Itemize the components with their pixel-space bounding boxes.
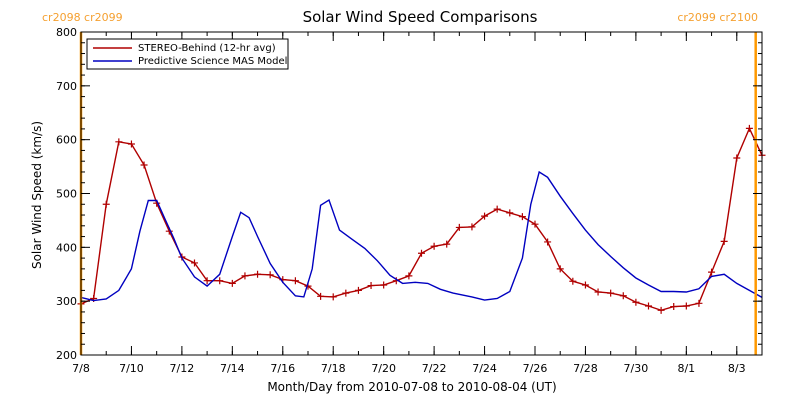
data-point-marker bbox=[140, 161, 148, 169]
data-point-marker bbox=[430, 242, 438, 250]
data-point-marker bbox=[241, 272, 249, 280]
chart-title: Solar Wind Speed Comparisons bbox=[303, 8, 538, 26]
data-point-marker bbox=[682, 302, 690, 310]
data-point-marker bbox=[468, 223, 476, 231]
data-point-marker bbox=[569, 277, 577, 285]
data-point-marker bbox=[657, 306, 665, 314]
y-tick-label: 600 bbox=[56, 134, 77, 147]
data-point-marker bbox=[544, 238, 552, 246]
data-point-marker bbox=[191, 259, 198, 267]
legend-box bbox=[86, 38, 289, 70]
data-point-marker bbox=[670, 303, 678, 311]
y-tick-label: 800 bbox=[56, 26, 77, 39]
data-point-marker bbox=[329, 293, 337, 301]
data-point-marker bbox=[216, 277, 224, 285]
plot-frame bbox=[80, 31, 763, 356]
data-point-marker bbox=[405, 272, 413, 280]
x-tick-label: 8/3 bbox=[728, 362, 746, 375]
data-point-marker bbox=[493, 205, 501, 213]
data-point-marker bbox=[481, 212, 489, 220]
data-point-marker bbox=[607, 289, 615, 297]
x-tick-label: 7/24 bbox=[472, 362, 497, 375]
y-tick-label: 300 bbox=[56, 295, 77, 308]
x-tick-label: 7/10 bbox=[119, 362, 144, 375]
data-point-marker bbox=[581, 281, 589, 289]
data-point-marker bbox=[127, 140, 135, 148]
rotation-marker-label: cr2099 cr2100 bbox=[677, 11, 758, 24]
data-point-marker bbox=[594, 288, 602, 296]
data-point-marker bbox=[531, 220, 539, 228]
data-point-marker bbox=[619, 292, 627, 300]
x-tick-label: 7/30 bbox=[624, 362, 649, 375]
data-point-marker bbox=[367, 282, 375, 290]
axis-ticks: 7/8 7/10 7/12 7/14 7/16 7/18 7/20 7/22 7/24 7/26 7… bbox=[56, 26, 763, 375]
data-point-marker bbox=[102, 200, 110, 208]
legend-label-mas: Predictive Science MAS Model bbox=[138, 56, 287, 67]
y-tick-label: 400 bbox=[56, 241, 77, 254]
data-point-marker bbox=[418, 249, 425, 257]
data-point-marker bbox=[518, 213, 526, 221]
data-point-marker bbox=[342, 289, 350, 297]
data-point-marker bbox=[203, 277, 211, 285]
x-axis-label: Month/Day from 2010-07-08 to 2010-08-04 … bbox=[267, 380, 556, 394]
data-point-marker bbox=[506, 209, 514, 217]
legend-label-stereo: STEREO-Behind (12-hr avg) bbox=[138, 43, 276, 54]
data-point-marker bbox=[720, 237, 728, 245]
data-point-marker bbox=[556, 265, 564, 273]
series-layer bbox=[77, 124, 766, 314]
data-point-marker bbox=[254, 270, 262, 278]
data-point-marker bbox=[745, 124, 753, 132]
rotation-marker-label: cr2098 cr2099 bbox=[42, 11, 123, 24]
y-tick-label: 500 bbox=[56, 188, 77, 201]
x-tick-label: 7/28 bbox=[573, 362, 598, 375]
data-point-marker bbox=[455, 223, 463, 231]
data-point-marker bbox=[733, 154, 741, 162]
data-point-marker bbox=[632, 298, 640, 306]
data-point-marker bbox=[645, 302, 652, 310]
data-point-marker bbox=[266, 271, 274, 279]
x-tick-label: 7/14 bbox=[220, 362, 245, 375]
data-point-marker bbox=[115, 138, 123, 146]
x-tick-label: 7/16 bbox=[270, 362, 295, 375]
x-tick-label: 7/8 bbox=[72, 362, 90, 375]
data-point-marker bbox=[695, 299, 703, 307]
data-point-marker bbox=[228, 279, 236, 287]
x-tick-label: 7/20 bbox=[371, 362, 396, 375]
x-tick-label: 7/18 bbox=[321, 362, 346, 375]
data-point-marker bbox=[708, 268, 716, 276]
x-tick-label: 8/1 bbox=[677, 362, 695, 375]
data-point-marker bbox=[443, 240, 451, 248]
data-point-marker bbox=[291, 277, 299, 285]
data-point-marker bbox=[317, 292, 325, 300]
data-point-marker bbox=[380, 281, 388, 289]
y-axis-label: Solar Wind Speed (km/s) bbox=[30, 121, 44, 269]
x-tick-label: 7/26 bbox=[523, 362, 548, 375]
x-tick-label: 7/22 bbox=[422, 362, 447, 375]
legend: STEREO-Behind (12-hr avg) Predictive Sci… bbox=[86, 38, 289, 70]
x-tick-label: 7/12 bbox=[170, 362, 195, 375]
y-tick-label: 700 bbox=[56, 80, 77, 93]
series-line-mas-model bbox=[80, 170, 763, 302]
y-tick-label: 200 bbox=[56, 349, 77, 362]
data-point-marker bbox=[354, 286, 362, 294]
